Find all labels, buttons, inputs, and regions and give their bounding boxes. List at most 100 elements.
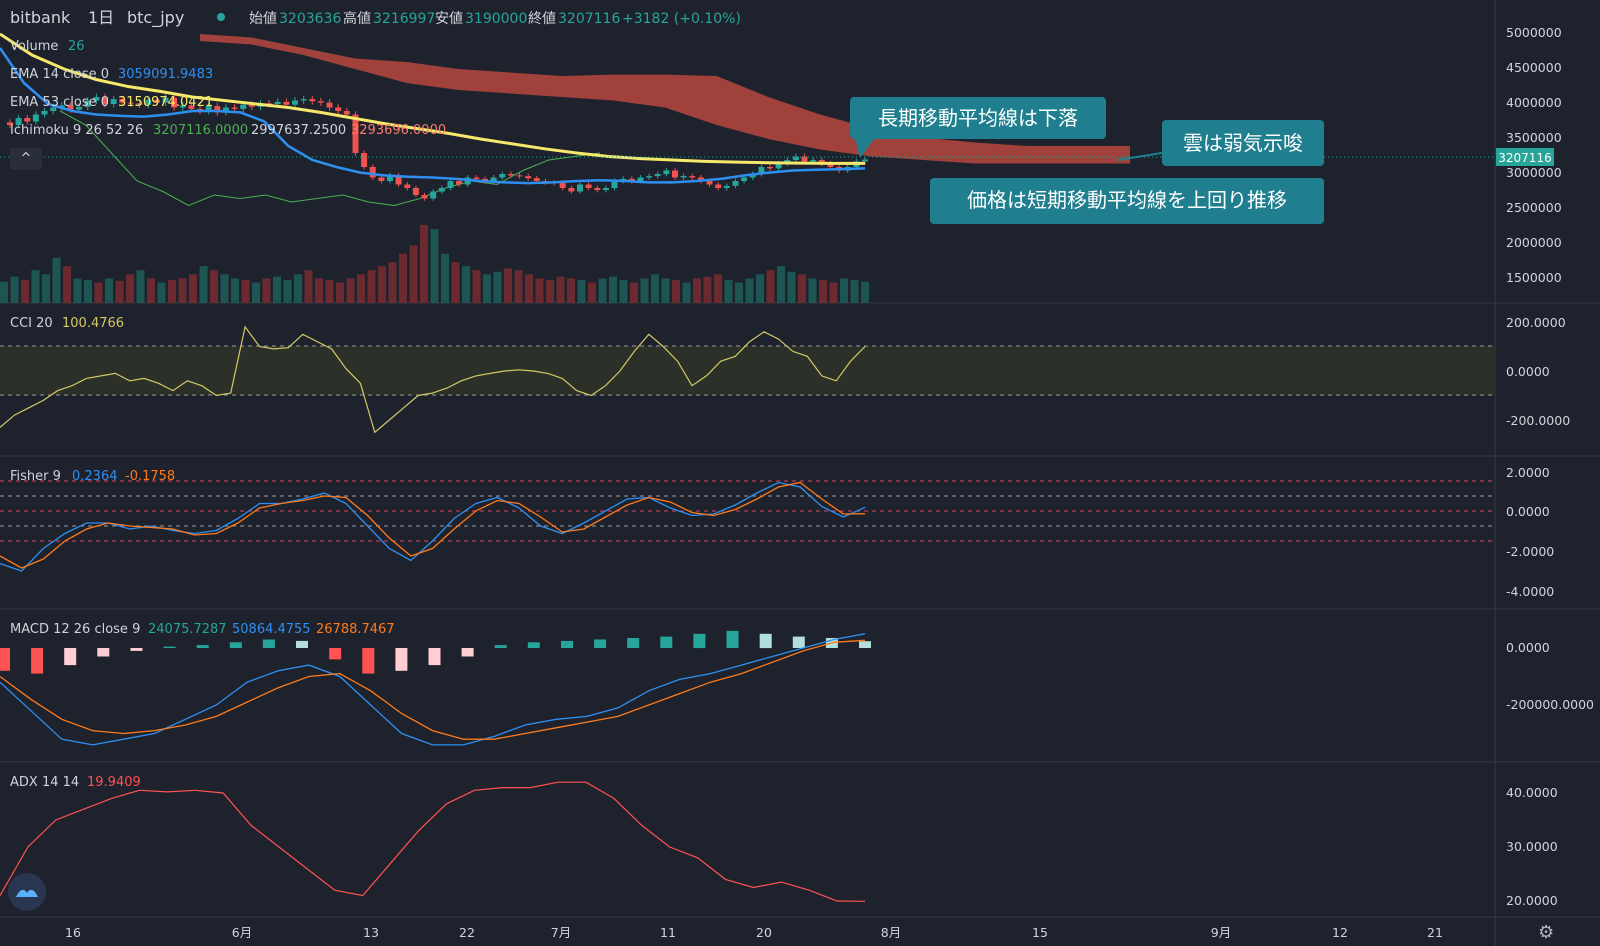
macd-hist-bar — [561, 640, 573, 648]
svg-text:40.0000: 40.0000 — [1506, 785, 1558, 800]
svg-text:-200000.0000: -200000.0000 — [1506, 697, 1594, 712]
candle-body — [680, 176, 687, 178]
legend-fisher: Fisher 9 0.2364 -0.1758 — [10, 469, 175, 484]
candle-body — [153, 99, 160, 103]
legend-ichimoku: Ichimoku 9 26 52 26 3207116.0000 2997637.2… — [10, 123, 446, 138]
callout-short-ma: 価格は短期移動平均線を上回り推移 — [930, 178, 1324, 224]
market-status-icon — [217, 13, 225, 21]
volume-bar — [84, 280, 92, 303]
volume-bar — [546, 280, 554, 303]
macd-hist-bar — [64, 648, 77, 666]
macd-hist-bar — [196, 645, 209, 648]
svg-text:4000000: 4000000 — [1506, 95, 1562, 110]
candle-body — [654, 174, 661, 177]
candle-body — [395, 175, 402, 185]
volume-bar — [693, 278, 701, 303]
candle-body — [715, 184, 722, 188]
candle-body — [447, 181, 454, 188]
candle-body — [102, 97, 108, 104]
price-axis[interactable]: 5000000 4500000 4000000 3500000 3000000 … — [1506, 25, 1562, 285]
candle-body — [689, 176, 696, 178]
ichimoku-cloud — [200, 34, 1130, 164]
candle-body — [15, 118, 22, 125]
cci-band — [0, 346, 1495, 395]
macd-hist-bar — [329, 648, 342, 660]
macd-hist-bar — [296, 640, 308, 648]
settings-gear-icon[interactable]: ⚙ — [1538, 922, 1555, 943]
macd-signal-line — [0, 639, 866, 740]
svg-text:3500000: 3500000 — [1506, 130, 1562, 145]
volume-bar — [115, 280, 124, 303]
candle-body — [404, 184, 411, 188]
candle-body — [326, 102, 333, 108]
ema53-line — [0, 32, 865, 165]
candle-body — [818, 160, 825, 164]
macd-hist-bar — [627, 638, 640, 648]
svg-text:-200.0000: -200.0000 — [1506, 413, 1570, 428]
volume-bar — [840, 278, 848, 303]
volume-bar — [567, 278, 575, 303]
candle-body — [482, 178, 488, 181]
volume-bar — [682, 282, 691, 303]
candle-body — [568, 188, 575, 192]
volume-bar — [241, 280, 250, 303]
tradingview-logo-icon[interactable] — [8, 873, 46, 911]
ichimoku-lines — [59, 110, 601, 207]
volume-bar — [588, 282, 596, 303]
svg-text:価格は短期移動平均線を上回り推移: 価格は短期移動平均線を上回り推移 — [967, 188, 1287, 212]
candle-body — [672, 170, 678, 178]
candle-body — [361, 153, 368, 167]
candle-body — [231, 107, 238, 109]
macd-hist-bar — [428, 648, 441, 666]
adx-line — [0, 781, 866, 902]
callout-cloud: 雲は弱気示唆 — [1117, 120, 1324, 166]
volume-bar — [252, 282, 260, 303]
volume-bar — [640, 278, 649, 303]
candle-body — [697, 177, 704, 181]
candle-body — [274, 101, 281, 104]
candle-body — [792, 156, 799, 160]
candle-body — [430, 191, 437, 199]
volume-bar — [262, 278, 271, 303]
volume-bar — [609, 276, 617, 303]
macd-hist-bar — [726, 630, 739, 648]
volume-bar — [31, 270, 40, 303]
candle-body — [300, 99, 307, 101]
volume-bar — [619, 280, 628, 303]
collapse-legend-button[interactable]: ^ — [10, 148, 42, 170]
svg-text:11: 11 — [660, 925, 676, 940]
volume-bar — [315, 278, 323, 303]
svg-text:3000000: 3000000 — [1506, 165, 1562, 180]
candle-body — [24, 118, 31, 122]
macd-hist-bar — [31, 648, 44, 674]
candle-body — [499, 174, 506, 178]
volume-bar — [756, 274, 764, 303]
candle-body — [473, 177, 480, 179]
volume-bar — [598, 278, 607, 303]
candle-body — [188, 105, 195, 109]
volume-bar — [451, 261, 460, 303]
macd-hist-bar — [859, 641, 871, 648]
candle-body — [41, 111, 48, 115]
macd-hist-bar — [792, 636, 805, 648]
svg-text:長期移動平均線は下落: 長期移動平均線は下落 — [878, 106, 1078, 130]
volume-bar — [703, 276, 712, 303]
time-axis[interactable]: 16 6月 13 22 7月 11 20 8月 15 9月 12 21 — [65, 925, 1443, 940]
macd-hist-bar — [97, 648, 110, 657]
candle-body — [421, 195, 428, 199]
candle-body — [801, 156, 808, 162]
legend-macd: MACD 12 26 close 9 24075.7287 50864.4755 26… — [10, 622, 395, 637]
candle-body — [810, 160, 817, 162]
svg-text:5000000: 5000000 — [1506, 25, 1562, 40]
candle-body — [628, 178, 635, 181]
svg-text:3207116: 3207116 — [1498, 151, 1551, 165]
macd-histogram — [0, 630, 871, 674]
candle-body — [162, 97, 169, 103]
volume-bar — [787, 271, 796, 303]
svg-text:16: 16 — [65, 925, 81, 940]
volume-bar — [42, 274, 50, 303]
volume-bar — [672, 280, 680, 303]
fisher-axis: 2.0000 0.0000 -2.0000 -4.0000 — [1506, 465, 1554, 599]
candle-body — [559, 183, 566, 188]
